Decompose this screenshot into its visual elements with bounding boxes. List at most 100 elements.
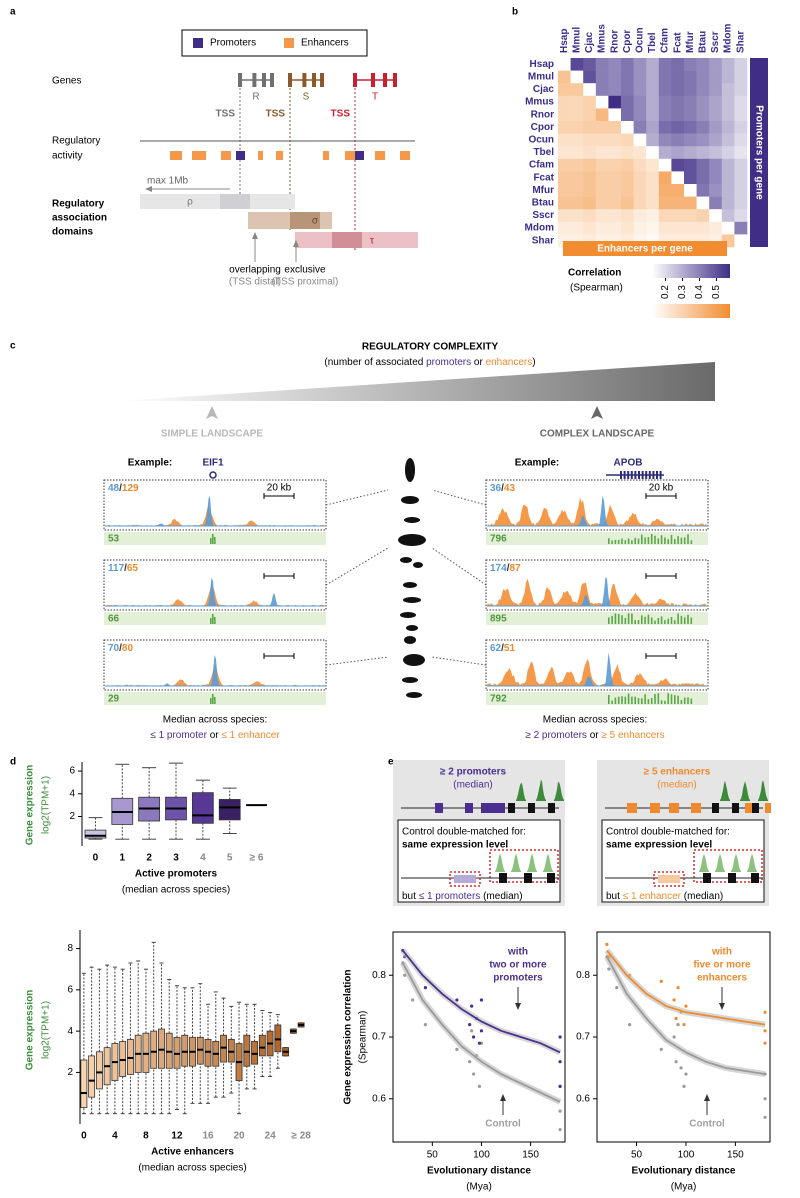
expression-bar [660, 535, 663, 544]
series-label: two or more [489, 960, 547, 971]
heatmap-cell [558, 209, 571, 223]
label: 62/51 [490, 643, 515, 654]
data-point [674, 1060, 678, 1064]
column-label: Mfur [685, 31, 696, 53]
expression-bar [644, 537, 646, 544]
x-tick-label: 8 [143, 1131, 149, 1142]
heatmap-cell [608, 209, 622, 223]
box [258, 1034, 266, 1057]
expression-bar [614, 613, 617, 624]
data-point [423, 985, 428, 990]
heatmap-cell [583, 196, 597, 210]
heatmap-cell [671, 146, 685, 160]
expression-bar [637, 619, 640, 624]
heatmap-cell [595, 171, 609, 185]
heatmap-cell [646, 196, 660, 210]
control-text: same expression level [402, 840, 508, 851]
heatmap-cell [684, 121, 697, 134]
tss-label: TSS [331, 109, 351, 120]
box [204, 1038, 212, 1067]
enhancer-signal [105, 583, 325, 606]
box [181, 1034, 189, 1067]
bar-label: Enhancers per gene [597, 244, 693, 255]
expression-bar [637, 698, 640, 704]
heatmap-cell [633, 196, 647, 210]
diagonal-cell [696, 196, 710, 210]
heatmap-cell [658, 146, 672, 160]
diagonal-cell [595, 95, 609, 109]
exon [548, 803, 555, 813]
expression-bar [617, 696, 620, 704]
legend-swatch [193, 38, 203, 48]
heatmap-cell [558, 108, 571, 122]
heatmap-cell [734, 70, 748, 84]
exon [656, 471, 658, 479]
heatmap-cell [558, 221, 571, 235]
heatmap-cell [646, 184, 660, 197]
enhancer-signal [487, 497, 707, 526]
exon [262, 73, 266, 87]
series-label: with [711, 947, 732, 958]
expression-bar [212, 614, 214, 624]
note: overlapping [229, 265, 281, 276]
heatmap-cell [721, 158, 735, 172]
diagonal-cell [608, 108, 621, 121]
landscape-label: COMPLEX LANDSCAPE [540, 429, 655, 440]
element-box [481, 803, 505, 813]
exon [508, 803, 515, 813]
heatmap-cell [595, 70, 609, 84]
box [84, 829, 107, 839]
expression-bar [214, 537, 216, 544]
expression-peak [536, 779, 546, 801]
heatmap-cell [583, 121, 597, 134]
median-note: Median across species: [163, 715, 268, 726]
expression-bar [611, 540, 613, 544]
heatmap-cell [570, 108, 584, 122]
label-part: 80 [122, 643, 134, 654]
label: but ≤ 1 promoters (median) [402, 891, 523, 902]
box [220, 1034, 227, 1063]
row-label: domains [52, 227, 94, 238]
y-tick-label: 0.6 [372, 1093, 386, 1104]
exon [320, 73, 324, 87]
heatmap-cell [621, 221, 634, 235]
section-title: REGULATORY COMPLEXITY [362, 342, 499, 353]
exon [623, 471, 626, 479]
arrow-head [145, 186, 152, 192]
fit-line [402, 949, 561, 1054]
expression-bar [690, 617, 693, 624]
data-point [455, 998, 459, 1002]
panel-label: a [10, 7, 16, 18]
heatmap-cell [621, 146, 634, 160]
heatmap-cell [570, 83, 584, 97]
data-point [684, 1004, 688, 1008]
heatmap-cell [671, 133, 685, 147]
row-label: Mdom [525, 223, 555, 234]
label-part: ) [532, 357, 535, 368]
heatmap-cell [721, 121, 735, 134]
plot-frame [596, 931, 771, 1143]
exon [353, 73, 357, 87]
column-label: Fcat [672, 32, 683, 53]
heatmap-cell [608, 171, 622, 185]
expression-bar [214, 697, 216, 704]
label-part: ≥ 5 enhancers [601, 730, 664, 741]
heatmap-cell [570, 58, 584, 71]
track-box [103, 479, 327, 531]
label-part: 65 [127, 563, 139, 574]
heatmap-cell [621, 184, 634, 197]
scheme-header: ≥ 5 enhancers [644, 767, 711, 778]
expression-bar [687, 697, 689, 704]
heatmap-cell [734, 83, 748, 97]
label-part: / [501, 483, 504, 494]
data-point [659, 979, 663, 984]
heatmap-cell [671, 209, 685, 223]
x-axis-subtitle: (Mya) [466, 1182, 492, 1193]
box [142, 1032, 150, 1073]
label-part: 62 [490, 643, 502, 654]
heatmap-cell [595, 58, 609, 71]
series-label: Control [485, 1119, 521, 1130]
heatmap-cell [608, 121, 622, 134]
data-point [558, 1084, 562, 1089]
expression-bar [624, 617, 627, 624]
